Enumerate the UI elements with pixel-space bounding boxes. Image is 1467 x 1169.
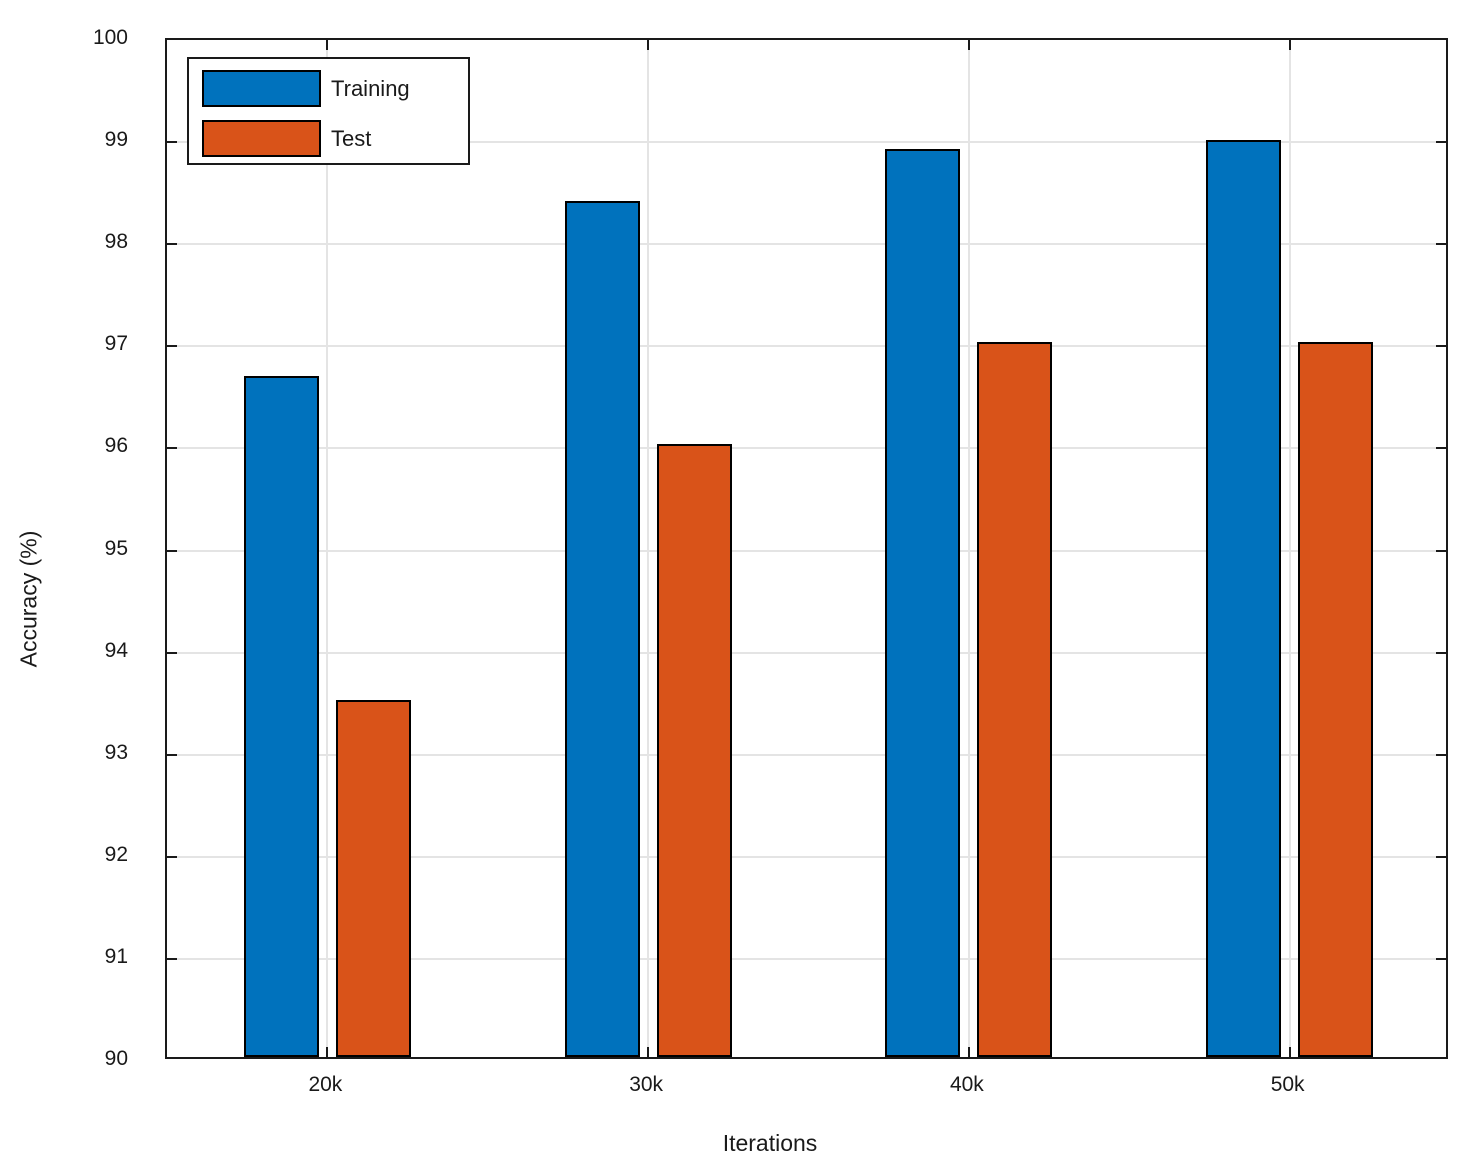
legend-entry-test: Test xyxy=(189,119,468,157)
y-tick-left xyxy=(167,345,177,348)
x-axis-title: Iterations xyxy=(722,1130,818,1156)
y-tick-label: 93 xyxy=(104,740,128,764)
bar-training-40k xyxy=(885,149,961,1057)
legend-swatch-training-icon xyxy=(202,69,321,107)
bar-training-30k xyxy=(564,201,640,1057)
y-tick-right xyxy=(1436,447,1446,450)
y-tick-right xyxy=(1436,243,1446,246)
y-tick-left xyxy=(167,549,177,552)
x-tick-top xyxy=(647,40,650,50)
x-tick-bottom xyxy=(1288,1047,1291,1057)
y-gridline xyxy=(167,447,1446,450)
x-gridline xyxy=(967,40,970,1057)
x-tick-label: 20k xyxy=(308,1073,343,1096)
y-gridline xyxy=(167,141,1446,144)
x-gridline xyxy=(647,40,650,1057)
plot-area: Training Test xyxy=(165,38,1448,1059)
y-tick-right xyxy=(1436,141,1446,144)
y-gridline xyxy=(167,957,1446,960)
y-tick-left xyxy=(167,447,177,450)
x-tick-bottom xyxy=(647,1047,650,1057)
x-tick-label: 30k xyxy=(629,1073,664,1096)
bar-test-50k xyxy=(1298,342,1374,1057)
x-gridline xyxy=(1288,40,1291,1057)
y-tick-left xyxy=(167,855,177,858)
y-tick-right xyxy=(1436,753,1446,756)
y-tick-label: 95 xyxy=(104,536,128,560)
y-tick-label: 90 xyxy=(104,1047,128,1070)
legend: Training Test xyxy=(187,57,470,165)
legend-label-training: Training xyxy=(331,75,410,101)
y-tick-right xyxy=(1436,549,1446,552)
x-tick-top xyxy=(967,40,970,50)
y-tick-label: 96 xyxy=(104,434,128,458)
bar-test-20k xyxy=(335,699,411,1057)
x-tick-top xyxy=(1288,40,1291,50)
y-tick-right xyxy=(1436,345,1446,348)
y-tick-left xyxy=(167,957,177,960)
bar-test-30k xyxy=(656,444,732,1057)
y-tick-left xyxy=(167,243,177,246)
y-gridline xyxy=(167,345,1446,348)
y-tick-right xyxy=(1436,855,1446,858)
x-tick-label: 40k xyxy=(949,1073,984,1096)
y-tick-label: 91 xyxy=(104,944,128,968)
y-tick-label: 92 xyxy=(104,842,128,866)
legend-label-test: Test xyxy=(331,125,372,151)
legend-entry-training: Training xyxy=(189,69,468,107)
y-tick-right xyxy=(1436,651,1446,654)
y-tick-label: 100 xyxy=(92,26,128,49)
x-tick-top xyxy=(326,40,329,50)
x-tick-bottom xyxy=(326,1047,329,1057)
y-tick-right xyxy=(1436,957,1446,960)
y-tick-left xyxy=(167,753,177,756)
y-tick-label: 97 xyxy=(104,332,128,356)
y-gridline xyxy=(167,753,1446,756)
y-gridline xyxy=(167,243,1446,246)
x-tick-label: 50k xyxy=(1270,1073,1305,1096)
y-tick-label: 99 xyxy=(104,128,128,152)
y-gridline xyxy=(167,651,1446,654)
bar-training-20k xyxy=(243,376,319,1057)
bar-test-40k xyxy=(977,342,1053,1057)
y-tick-left xyxy=(167,141,177,144)
y-tick-left xyxy=(167,651,177,654)
x-tick-bottom xyxy=(967,1047,970,1057)
bar-training-50k xyxy=(1206,140,1282,1057)
y-gridline xyxy=(167,549,1446,552)
y-tick-label: 98 xyxy=(104,230,128,254)
x-gridline xyxy=(326,40,329,1057)
legend-swatch-test-icon xyxy=(202,119,321,157)
y-tick-label: 94 xyxy=(104,638,128,662)
y-gridline xyxy=(167,855,1446,858)
